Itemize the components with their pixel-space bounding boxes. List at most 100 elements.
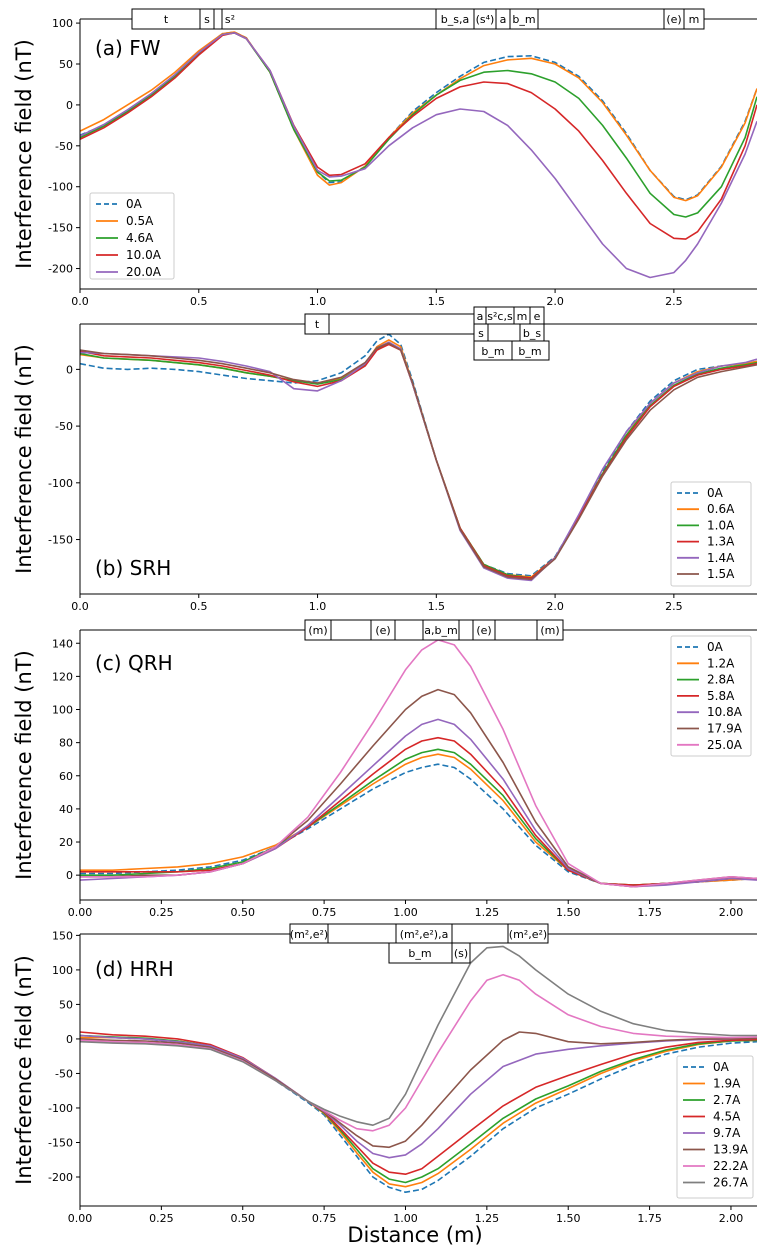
series-line-0A (80, 1034, 757, 1193)
x-tick-label: 2.00 (719, 1212, 744, 1225)
annotation-box-gap2 (487, 323, 521, 342)
legend-label: 26.7A (713, 1176, 749, 1190)
annotation-label-t: t (315, 318, 320, 331)
y-axis-label: Interference field (nT) (12, 344, 36, 574)
legend-frame (670, 481, 752, 587)
annotation-label-s4: (s⁴) (476, 13, 495, 26)
y-tick-label: 20 (59, 836, 73, 849)
annotation-box-gap2 (394, 619, 424, 641)
y-tick-label: 0 (66, 869, 73, 882)
x-tick-label: 1.00 (393, 906, 418, 919)
y-axis-label: Interference field (nT) (12, 39, 36, 269)
annotation-label-me-a: (m²,e²),a (400, 928, 449, 941)
annotation-label-a: a (500, 13, 507, 26)
legend-label: 1.5A (707, 567, 735, 581)
x-tick-label: 0.75 (312, 1212, 337, 1225)
x-tick-label: 1.5 (428, 295, 446, 308)
legend-label: 0A (126, 197, 143, 211)
annotation-box-bm2 (511, 340, 550, 361)
y-tick-label: 140 (52, 637, 73, 650)
panel-b: 0.0 0.5 1.0 1.5 2.0 2.5 0 -50 -100 -150 Interferen… (12, 306, 757, 613)
y-tick-label: 100 (52, 964, 73, 977)
series-line-13.9A (80, 1031, 757, 1149)
annotation-box-gap1 (330, 619, 372, 641)
annotation-label-abm: a,b_m (424, 624, 457, 637)
annotation-box-m2 (536, 619, 564, 641)
annotation-label-m: m (517, 310, 528, 323)
panel-b-plot: 0.0 0.5 1.0 1.5 2.0 2.5 0 -50 -100 -150 Interferen… (12, 323, 757, 613)
annotation-box-me3 (507, 923, 549, 944)
y-tick-label: 120 (52, 670, 73, 683)
x-tick-label: 1.0 (309, 295, 327, 308)
annotation-box-gap (328, 313, 475, 335)
series-line-0A (80, 333, 757, 577)
series-group (80, 333, 757, 582)
annotation-label-e: (e) (666, 13, 681, 26)
panel-title: (c) QRH (95, 651, 173, 675)
series-line-5.8A (80, 736, 757, 886)
x-tick-label: 0.50 (230, 906, 255, 919)
x-tick-label: 0.75 (312, 906, 337, 919)
series-line-10.8A (80, 718, 757, 888)
series-line-1.4A (80, 341, 757, 582)
legend-label: 5.8A (707, 689, 735, 703)
y-axis-label: Interference field (nT) (12, 650, 36, 880)
y-tick-label: -200 (48, 263, 73, 276)
annotation-label-e2: (e) (476, 624, 491, 637)
x-tick-label: 0.0 (71, 600, 89, 613)
panel-d: 0.00 0.25 0.50 0.75 1.00 1.25 1.50 1.75 2.00 150 1… (12, 923, 757, 1225)
legend-label: 4.6A (126, 231, 154, 245)
legend-label: 2.8A (707, 673, 735, 687)
legend-label: 0.6A (707, 502, 735, 516)
panel-c-plot: 0.00 0.25 0.50 0.75 1.00 1.25 1.50 1.75 2.00 0 20 4… (12, 629, 757, 919)
y-tick-label: 50 (59, 998, 73, 1011)
y-tick-label: -150 (48, 534, 73, 547)
y-tick-label: -50 (55, 140, 73, 153)
y-tick-label: 50 (59, 58, 73, 71)
x-axis-label: Distance (m) (347, 1223, 482, 1247)
x-tick-label: 2.5 (665, 295, 683, 308)
x-tick-label: 1.50 (556, 906, 581, 919)
panel-c-annotation-bar: (m) (e) a,b_m (e) (m) (304, 619, 564, 641)
annotation-label-m2: (m) (540, 624, 559, 637)
legend: 0A 0.5A 4.6A 10.0A 20.0A (89, 192, 175, 280)
x-tick-label: 0.25 (149, 1212, 174, 1225)
annotation-box-m (683, 8, 705, 30)
legend-label: 17.9A (707, 722, 743, 736)
x-tick-label: 0.0 (71, 295, 89, 308)
x-tick-label: 2.0 (546, 295, 564, 308)
x-tick-label: 0.25 (149, 906, 174, 919)
legend-frame (670, 635, 752, 757)
x-tick-label: 1.25 (475, 1212, 500, 1225)
y-tick-label: -100 (48, 181, 73, 194)
y-tick-label: 100 (52, 17, 73, 30)
y-tick-label: 60 (59, 770, 73, 783)
series-line-2.8A (80, 748, 757, 886)
series-line-1.0A (80, 342, 757, 579)
annotation-label-bm: b_m (408, 947, 431, 960)
legend-label: 1.3A (707, 535, 735, 549)
y-tick-label: -200 (48, 1171, 73, 1184)
annotation-label-bs: b_s (523, 327, 541, 340)
x-tick-label: 2.00 (719, 906, 744, 919)
series-line-4.5A (80, 1031, 757, 1175)
series-line-1.2A (80, 753, 757, 886)
panel-c: 0.00 0.25 0.50 0.75 1.00 1.25 1.50 1.75 2.00 0 20 4… (12, 619, 757, 919)
panel-d-annotation-bar: (m²,e²) (m²,e²),a (m²,e²) b_m (s) (289, 923, 549, 964)
series-line-0.6A (80, 339, 757, 578)
series-line-0A (80, 31, 757, 201)
annotation-label-me1: (m²,e²) (290, 928, 328, 941)
x-tick-label: 2.0 (546, 600, 564, 613)
legend-label: 0A (707, 640, 724, 654)
annotation-label-a: a (477, 310, 484, 323)
annotation-label-bm2: b_m (518, 345, 541, 358)
series-group (80, 639, 757, 888)
legend-label: 22.2A (713, 1159, 749, 1173)
annotation-label-s: s (478, 327, 484, 340)
series-group (80, 31, 757, 279)
series-line-20.0A (80, 32, 757, 279)
x-tick-label: 1.25 (475, 906, 500, 919)
annotation-label-m: m (689, 13, 700, 26)
legend-label: 9.7A (713, 1126, 741, 1140)
